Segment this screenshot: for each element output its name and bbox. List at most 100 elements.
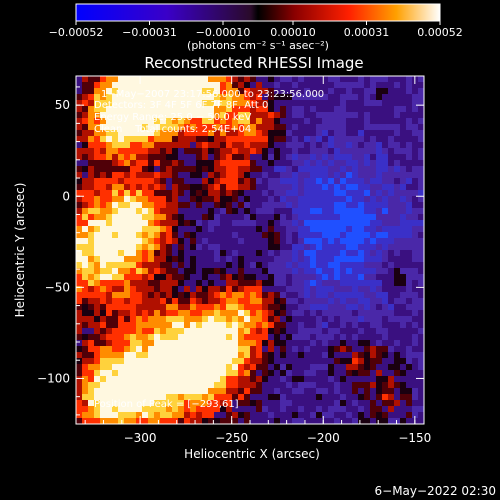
heatmap-cell — [226, 184, 232, 190]
heatmap-cell — [292, 250, 298, 256]
heatmap-cell — [94, 76, 100, 82]
heatmap-cell — [178, 232, 184, 238]
heatmap-cell — [364, 268, 370, 274]
heatmap-cell — [106, 406, 112, 412]
heatmap-cell — [220, 310, 226, 316]
heatmap-cell — [322, 118, 328, 124]
heatmap-cell — [166, 388, 172, 394]
heatmap-cell — [172, 262, 178, 268]
heatmap-cell — [250, 256, 256, 262]
heatmap-cell — [412, 406, 418, 412]
heatmap-cell — [124, 376, 130, 382]
heatmap-cell — [208, 370, 214, 376]
heatmap-cell — [400, 160, 406, 166]
heatmap-cell — [148, 226, 154, 232]
heatmap-cell — [316, 136, 322, 142]
heatmap-cell — [400, 280, 406, 286]
heatmap-cell — [388, 406, 394, 412]
heatmap-cell — [136, 214, 142, 220]
heatmap-cell — [202, 382, 208, 388]
heatmap-cell — [298, 112, 304, 118]
heatmap-cell — [88, 112, 94, 118]
heatmap-cell — [220, 124, 226, 130]
heatmap-cell — [244, 316, 250, 322]
heatmap-cell — [136, 322, 142, 328]
heatmap-cell — [214, 166, 220, 172]
heatmap-cell — [382, 250, 388, 256]
heatmap-cell — [94, 238, 100, 244]
heatmap-cell — [196, 262, 202, 268]
heatmap-cell — [418, 190, 424, 196]
heatmap-cell — [322, 178, 328, 184]
heatmap-cell — [250, 226, 256, 232]
heatmap-cell — [118, 238, 124, 244]
heatmap-cell — [304, 286, 310, 292]
heatmap-cell — [310, 280, 316, 286]
heatmap-cell — [394, 406, 400, 412]
heatmap-cell — [154, 160, 160, 166]
heatmap-cell — [298, 136, 304, 142]
heatmap-cell — [94, 244, 100, 250]
heatmap-cell — [322, 400, 328, 406]
heatmap-cell — [82, 214, 88, 220]
heatmap-cell — [358, 394, 364, 400]
heatmap-cell — [274, 268, 280, 274]
heatmap-cell — [250, 346, 256, 352]
heatmap-cell — [322, 358, 328, 364]
heatmap-cell — [196, 322, 202, 328]
heatmap-cell — [328, 124, 334, 130]
heatmap-cell — [88, 190, 94, 196]
heatmap-cell — [382, 310, 388, 316]
heatmap-cell — [316, 352, 322, 358]
heatmap-cell — [76, 190, 82, 196]
heatmap-cell — [220, 190, 226, 196]
heatmap-cell — [172, 208, 178, 214]
heatmap-cell — [112, 244, 118, 250]
heatmap-cell — [166, 100, 172, 106]
heatmap-cell — [154, 106, 160, 112]
heatmap-cell — [334, 112, 340, 118]
heatmap-cell — [280, 322, 286, 328]
heatmap-cell — [364, 124, 370, 130]
heatmap-cell — [364, 382, 370, 388]
heatmap-cell — [274, 400, 280, 406]
heatmap-cell — [112, 172, 118, 178]
heatmap-cell — [124, 358, 130, 364]
heatmap-cell — [178, 352, 184, 358]
heatmap-cell — [334, 214, 340, 220]
heatmap-cell — [340, 118, 346, 124]
heatmap-cell — [292, 166, 298, 172]
heatmap-cell — [94, 130, 100, 136]
heatmap-cell — [286, 76, 292, 82]
heatmap-cell — [316, 184, 322, 190]
heatmap-cell — [400, 298, 406, 304]
heatmap-cell — [346, 142, 352, 148]
heatmap-cell — [106, 148, 112, 154]
heatmap-cell — [274, 196, 280, 202]
heatmap-cell — [364, 190, 370, 196]
heatmap-cell — [406, 394, 412, 400]
heatmap-cell — [76, 100, 82, 106]
heatmap-cell — [148, 358, 154, 364]
heatmap-cell — [124, 76, 130, 82]
heatmap-cell — [154, 418, 160, 424]
heatmap-cell — [322, 262, 328, 268]
heatmap-cell — [196, 316, 202, 322]
heatmap-cell — [160, 364, 166, 370]
heatmap-cell — [334, 208, 340, 214]
heatmap-cell — [262, 190, 268, 196]
heatmap-cell — [226, 364, 232, 370]
heatmap-cell — [322, 226, 328, 232]
heatmap-cell — [88, 220, 94, 226]
heatmap-cell — [250, 190, 256, 196]
heatmap-cell — [106, 310, 112, 316]
heatmap-cell — [400, 76, 406, 82]
heatmap-cell — [364, 406, 370, 412]
heatmap-cell — [388, 154, 394, 160]
heatmap-cell — [94, 220, 100, 226]
heatmap-cell — [154, 352, 160, 358]
heatmap-cell — [160, 274, 166, 280]
heatmap-cell — [268, 346, 274, 352]
heatmap-cell — [286, 352, 292, 358]
heatmap-cell — [88, 106, 94, 112]
